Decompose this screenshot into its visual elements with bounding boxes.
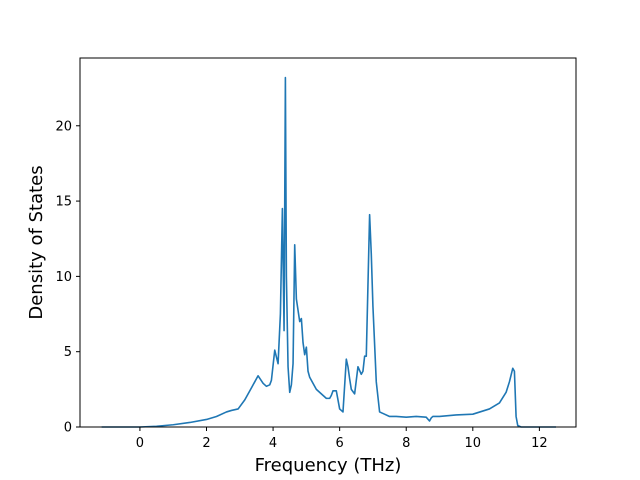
y-tick-label: 0 xyxy=(64,421,72,436)
x-axis-label: Frequency (THz) xyxy=(255,455,402,476)
x-tick-label: 4 xyxy=(269,436,277,451)
y-tick-label: 5 xyxy=(64,345,72,360)
x-tick-label: 2 xyxy=(202,436,210,451)
x-tick-label: 12 xyxy=(531,436,548,451)
y-tick-label: 20 xyxy=(55,119,72,134)
y-tick-label: 10 xyxy=(55,270,72,285)
y-axis-ticks: 0 5 10 15 20 xyxy=(55,119,80,436)
y-axis-label: Density of States xyxy=(26,165,47,319)
y-tick-label: 15 xyxy=(55,195,72,210)
dos-series-line xyxy=(101,76,557,428)
x-tick-label: 0 xyxy=(136,436,144,451)
x-tick-label: 10 xyxy=(465,436,482,451)
x-tick-label: 6 xyxy=(336,436,344,451)
x-axis-ticks: 0 2 4 6 8 10 12 xyxy=(136,427,548,451)
plot-area xyxy=(101,76,557,428)
x-tick-label: 8 xyxy=(402,436,410,451)
axes-frame xyxy=(79,57,577,428)
